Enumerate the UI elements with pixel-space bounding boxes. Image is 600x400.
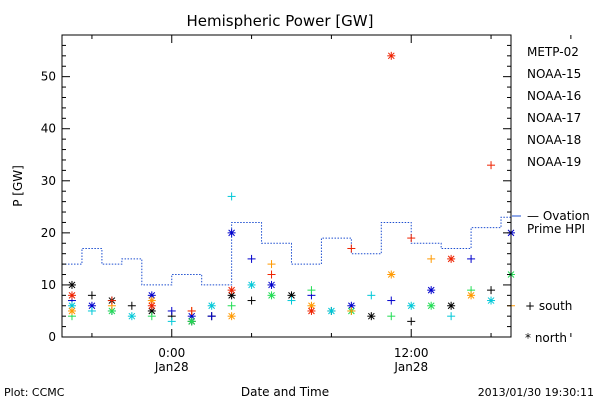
north-star-point (247, 280, 256, 289)
south-plus-point (387, 296, 396, 305)
north-star-point (147, 291, 156, 300)
legend: METP-02 NOAA-15 NOAA-16 NOAA-17 NOAA-18 NOAA-… (527, 45, 581, 169)
south-plus-point (87, 291, 96, 300)
south-plus-point (387, 312, 396, 321)
legend-entry: METP-02 (527, 45, 579, 59)
north-star-point (407, 301, 416, 310)
south-plus-point (307, 286, 316, 295)
south-plus-point (87, 306, 96, 315)
south-plus-point (207, 312, 216, 321)
chart-title: Hemispheric Power [GW] (187, 12, 374, 30)
north-star-point (447, 254, 456, 263)
legend-entry: NOAA-18 (527, 133, 581, 147)
south-plus-point (267, 260, 276, 269)
x-tick-date-label: Jan28 (393, 360, 428, 374)
footer-timestamp: 2013/01/30 19:30:11 (478, 386, 594, 399)
north-star-point (307, 306, 316, 315)
north-star-point (387, 270, 396, 279)
south-plus-point (187, 306, 196, 315)
north-star-point (227, 228, 236, 237)
plot-frame (61, 34, 512, 338)
south-plus-point (447, 312, 456, 321)
y-axis: 0 10 20 30 40 50 (41, 34, 511, 344)
y-tick-label: 20 (41, 226, 56, 240)
x-axis-label: Date and Time (241, 385, 329, 399)
y-tick-label: 10 (41, 278, 56, 292)
north-star-point (487, 296, 496, 305)
x-axis: 0:00Jan2812:00Jan280:00Jan2912:00Jan290:… (91, 35, 572, 374)
south-plus-point (407, 234, 416, 243)
legend-entry: NOAA-19 (527, 155, 581, 169)
south-plus-point (107, 296, 116, 305)
south-plus-point (227, 192, 236, 201)
south-plus-point (147, 312, 156, 321)
north-star-point (127, 312, 136, 321)
x-tick-time-label: 0:00 (158, 346, 185, 360)
y-tick-label: 40 (41, 122, 56, 136)
north-star-point (227, 312, 236, 321)
y-tick-label: 30 (41, 174, 56, 188)
north-star-point (447, 301, 456, 310)
south-plus-point (347, 244, 356, 253)
south-plus-point (487, 161, 496, 170)
legend-entry: NOAA-17 (527, 111, 581, 125)
x-tick-time-label: 12:00 (394, 346, 429, 360)
south-plus-point (347, 306, 356, 315)
south-plus-point (407, 317, 416, 326)
north-star-point (67, 291, 76, 300)
legend-entry: NOAA-15 (527, 67, 581, 81)
south-plus-point (247, 296, 256, 305)
footer-plot-credit: Plot: CCMC (4, 386, 65, 399)
legend-south-note: + south (525, 299, 572, 313)
north-star-point (267, 291, 276, 300)
south-plus-point (367, 291, 376, 300)
legend-entry: NOAA-16 (527, 89, 581, 103)
data-points (67, 51, 515, 326)
north-star-point (227, 286, 236, 295)
north-star-point (67, 306, 76, 315)
north-star-point (367, 312, 376, 321)
south-plus-point (247, 254, 256, 263)
south-plus-point (167, 317, 176, 326)
south-plus-point (267, 270, 276, 279)
ovation-legend-line1: — Ovation (527, 209, 590, 223)
south-plus-point (487, 286, 496, 295)
north-star-point (467, 291, 476, 300)
north-star-point (147, 301, 156, 310)
south-plus-point (127, 301, 136, 310)
south-plus-point (227, 301, 236, 310)
y-tick-label: 0 (48, 330, 56, 344)
north-star-point (267, 280, 276, 289)
south-plus-point (287, 296, 296, 305)
south-plus-point (467, 254, 476, 263)
ovation-legend-line2: Prime HPI (527, 222, 585, 236)
ovation-series-line (62, 186, 512, 286)
legend-north-note: * north (525, 331, 567, 345)
north-star-point (67, 280, 76, 289)
south-plus-point (427, 254, 436, 263)
north-star-point (187, 317, 196, 326)
y-tick-label: 50 (41, 70, 56, 84)
north-star-point (207, 301, 216, 310)
north-star-point (327, 306, 336, 315)
north-star-point (287, 291, 296, 300)
x-tick-date-label: Jan28 (154, 360, 189, 374)
ovation-step-line (62, 186, 512, 286)
north-star-point (427, 286, 436, 295)
north-star-point (427, 301, 436, 310)
y-axis-label: P [GW] (11, 165, 25, 207)
south-plus-point (167, 306, 176, 315)
north-star-point (387, 51, 396, 60)
